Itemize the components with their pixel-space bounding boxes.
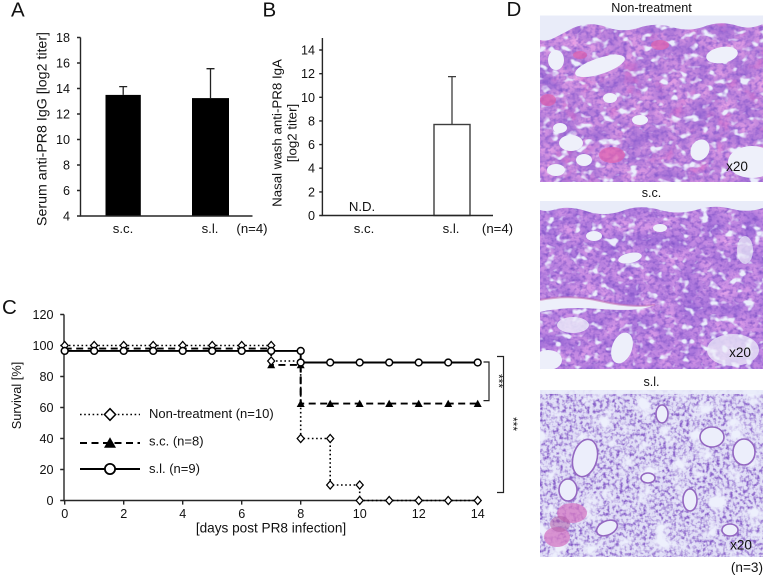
svg-text:0: 0 [46, 494, 53, 508]
svg-text:8: 8 [297, 507, 304, 521]
svg-text:18: 18 [56, 31, 70, 45]
svg-text:2: 2 [308, 185, 315, 199]
svg-text:s.l.: s.l. [643, 375, 659, 389]
svg-text:10: 10 [301, 91, 315, 105]
svg-text:Nasal wash anti-PR8 IgA: Nasal wash anti-PR8 IgA [270, 59, 285, 207]
svg-text:80: 80 [39, 370, 53, 384]
svg-text:s.l.: s.l. [202, 221, 219, 236]
svg-text:s.l. (n=9): s.l. (n=9) [149, 461, 200, 476]
svg-text:20: 20 [39, 463, 53, 477]
svg-text:4: 4 [179, 507, 186, 521]
svg-text:10: 10 [56, 133, 70, 147]
svg-text:4: 4 [308, 162, 315, 176]
svg-text:x20: x20 [726, 159, 748, 174]
svg-text:[log2 titer]: [log2 titer] [285, 104, 300, 162]
svg-text:x20: x20 [729, 345, 751, 360]
svg-text:40: 40 [39, 432, 53, 446]
svg-text:s.c.: s.c. [354, 221, 375, 236]
svg-text:s.c.: s.c. [642, 186, 662, 200]
svg-text:10: 10 [353, 507, 367, 521]
svg-text:B: B [263, 0, 277, 22]
svg-text:100: 100 [32, 339, 53, 353]
svg-text:Non-treatment (n=10): Non-treatment (n=10) [149, 406, 274, 421]
svg-text:12: 12 [301, 67, 315, 81]
svg-text:***: *** [506, 417, 520, 431]
svg-text:6: 6 [238, 507, 245, 521]
svg-text:Survival [%]: Survival [%] [9, 362, 24, 430]
svg-text:(n=4): (n=4) [236, 221, 267, 236]
svg-text:s.l.: s.l. [443, 221, 460, 236]
svg-text:s.c. (n=8): s.c. (n=8) [149, 434, 204, 449]
svg-text:A: A [11, 0, 25, 22]
svg-text:***: *** [492, 374, 506, 388]
svg-text:16: 16 [56, 57, 70, 71]
svg-text:14: 14 [56, 82, 70, 96]
svg-text:C: C [2, 296, 17, 319]
svg-text:s.c.: s.c. [113, 221, 134, 236]
svg-text:12: 12 [56, 108, 70, 122]
svg-text:[days post PR8 infection]: [days post PR8 infection] [196, 521, 346, 536]
svg-text:14: 14 [471, 507, 485, 521]
svg-text:120: 120 [32, 308, 53, 322]
svg-text:N.D.: N.D. [349, 199, 375, 214]
svg-text:14: 14 [301, 44, 315, 58]
svg-text:12: 12 [412, 507, 426, 521]
svg-text:D: D [507, 0, 522, 21]
svg-text:8: 8 [63, 159, 70, 173]
svg-text:(n=4): (n=4) [482, 221, 513, 236]
svg-text:Non-treatment: Non-treatment [611, 1, 692, 15]
svg-text:0: 0 [308, 209, 315, 223]
svg-text:Serum anti-PR8 IgG [log2 titer: Serum anti-PR8 IgG [log2 titer] [35, 32, 51, 226]
svg-text:0: 0 [61, 507, 68, 521]
svg-text:60: 60 [39, 401, 53, 415]
svg-text:8: 8 [308, 114, 315, 128]
svg-text:(n=3): (n=3) [731, 560, 763, 575]
svg-text:4: 4 [63, 210, 70, 224]
svg-text:x20: x20 [730, 538, 752, 553]
svg-text:2: 2 [120, 507, 127, 521]
svg-text:6: 6 [308, 138, 315, 152]
svg-text:6: 6 [63, 184, 70, 198]
